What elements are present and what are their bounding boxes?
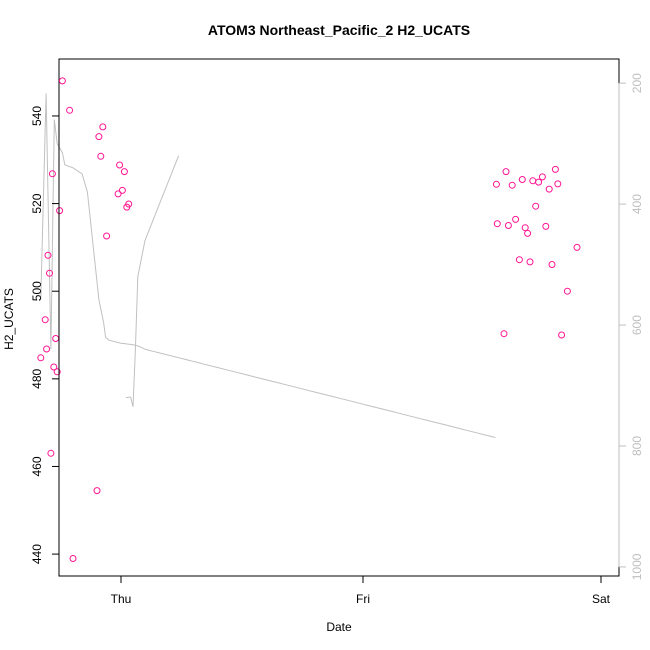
data-point xyxy=(48,170,56,178)
data-point xyxy=(529,177,537,185)
data-point xyxy=(545,185,553,193)
data-point xyxy=(500,330,508,338)
data-point xyxy=(97,152,105,160)
data-point xyxy=(58,77,66,85)
data-point xyxy=(103,232,111,240)
data-point xyxy=(93,487,101,495)
y-axis-label: H2_UCATS xyxy=(2,288,16,350)
data-point xyxy=(532,202,540,210)
data-point xyxy=(518,176,526,183)
x-axis-label: Date xyxy=(326,620,352,634)
series-layer xyxy=(37,77,581,562)
data-point xyxy=(118,186,126,194)
data-point xyxy=(99,123,107,131)
axis-layer: Thu Fri Sat 440 460 480 500 520 540 200 400 600 800 1… xyxy=(30,73,644,606)
data-point xyxy=(114,190,122,198)
data-point xyxy=(95,133,103,141)
data-point xyxy=(69,555,77,562)
x-tick-label: Fri xyxy=(356,592,370,606)
plot-box xyxy=(58,58,620,577)
y-right-tick-label: 1000 xyxy=(630,553,644,580)
data-point xyxy=(50,363,58,371)
data-point xyxy=(125,200,133,208)
series-line-1 xyxy=(40,93,496,438)
data-point xyxy=(502,168,510,176)
data-point xyxy=(493,220,501,228)
data-point xyxy=(551,165,559,173)
data-point xyxy=(66,106,74,114)
data-point xyxy=(44,251,52,259)
y-right-tick-label: 600 xyxy=(630,315,644,335)
y-tick-label: 440 xyxy=(30,544,44,564)
data-point xyxy=(542,222,550,230)
data-point xyxy=(43,345,51,353)
x-tick-label: Thu xyxy=(111,592,132,606)
data-point xyxy=(41,316,49,324)
data-point xyxy=(512,215,520,223)
data-point xyxy=(526,258,534,266)
series-line-2 xyxy=(125,155,180,407)
data-point xyxy=(37,354,45,362)
data-point xyxy=(116,161,124,169)
data-point xyxy=(120,168,128,176)
data-point xyxy=(535,178,543,186)
data-point xyxy=(504,222,512,229)
data-point xyxy=(573,243,581,251)
data-point xyxy=(492,180,500,188)
data-point xyxy=(515,256,523,264)
y-right-tick-label: 200 xyxy=(630,73,644,93)
data-point xyxy=(548,261,556,268)
data-point xyxy=(52,335,60,342)
y-tick-label: 460 xyxy=(30,456,44,476)
data-point xyxy=(53,368,61,376)
data-point xyxy=(558,331,566,339)
data-point xyxy=(554,180,562,188)
y-right-tick-label: 800 xyxy=(630,436,644,456)
data-point xyxy=(508,181,516,189)
data-point xyxy=(524,229,532,237)
y-tick-label: 500 xyxy=(30,281,44,301)
data-point xyxy=(538,173,546,181)
data-point xyxy=(56,207,64,215)
y-tick-label: 540 xyxy=(30,106,44,126)
data-point xyxy=(46,269,53,277)
data-point xyxy=(563,287,571,295)
y-tick-label: 520 xyxy=(30,193,44,213)
x-tick-label: Sat xyxy=(592,592,611,606)
data-point xyxy=(47,449,55,457)
y-right-tick-label: 400 xyxy=(630,194,644,214)
chart-title: ATOM3 Northeast_Pacific_2 H2_UCATS xyxy=(208,22,470,38)
y-tick-label: 480 xyxy=(30,368,44,388)
data-point xyxy=(521,224,529,232)
